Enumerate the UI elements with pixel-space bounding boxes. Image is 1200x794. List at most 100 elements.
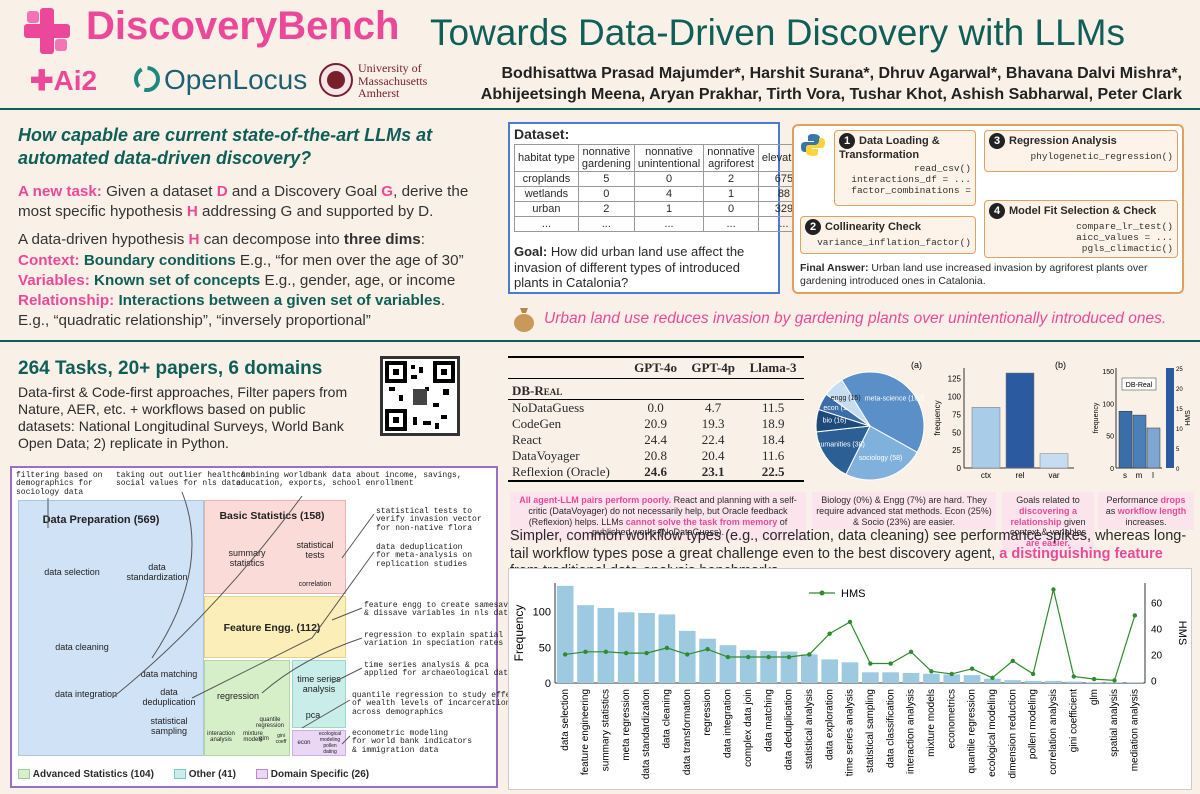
col-header: nonnative gardening — [577, 144, 635, 172]
table-row: CodeGen 20.9 19.3 18.9 — [512, 416, 785, 431]
y2-tick-label: 0 — [1151, 676, 1157, 687]
econ-cell: econ — [297, 740, 311, 746]
table-row: React 24.4 22.4 18.4 — [512, 432, 785, 447]
pie-slice — [825, 379, 871, 427]
legend-box — [1121, 377, 1157, 391]
data-matching-cell: data matching — [140, 669, 198, 679]
data-standardization-cell: data standardization — [126, 562, 188, 582]
table-row: wetlands 0 4 1 88 — [514, 186, 827, 202]
interaction-analysis-cell: interaction analysis — [207, 731, 235, 743]
hms-point — [1132, 613, 1138, 618]
x-tick-label: ecological modeling — [987, 689, 998, 777]
bar — [923, 673, 940, 683]
annotation-3: combining worldbank data about income, s… — [236, 471, 462, 489]
results-table: GPT-4o GPT-4p Llama-3 DB-Real NoDataGuess 0… — [508, 356, 804, 486]
brand-name: DiscoveryBench — [86, 4, 400, 48]
x-tick-label: data integration — [723, 689, 734, 758]
bar — [943, 674, 961, 683]
chart-label: (a) — [911, 360, 922, 370]
gini-cell: gini coeff — [275, 733, 287, 745]
bar — [1118, 410, 1133, 469]
bar — [719, 645, 737, 683]
bar — [699, 638, 716, 683]
hms-point — [766, 654, 771, 660]
ai2-logo: ✚Ai2 — [30, 65, 98, 96]
y2-axis-label: HMS — [1176, 621, 1188, 645]
discoverybench-logo-icon — [24, 8, 70, 54]
pie-label: sociology (58) — [859, 455, 903, 462]
bar — [1004, 680, 1022, 683]
colorbar-tick: 20 — [1176, 387, 1183, 393]
note-relationship: Goals related to discovering a relations… — [1002, 492, 1094, 552]
basic-statistics-label: Basic Statistics (158) — [219, 510, 325, 522]
x-tick-label: gini coefficient — [1068, 689, 1079, 752]
annotation-6: feature engg to create samesave & dissav… — [364, 601, 513, 619]
y2-tick-label: 20 — [1151, 650, 1163, 661]
colorbar-tick: 5 — [1176, 447, 1180, 453]
hms-point — [969, 666, 975, 671]
dataset-goal: Goal: How did urban land use affect the … — [514, 244, 745, 291]
hms-point — [949, 671, 954, 677]
time-series-cell: time series analysis — [297, 674, 341, 694]
hms-point — [1010, 658, 1015, 664]
y2-tick-label: 60 — [1151, 598, 1163, 609]
domain-pie-chart: meta-science (100) sociology (58) humaniti… — [815, 360, 925, 481]
section-divider — [0, 340, 1200, 342]
hms-point — [1091, 676, 1097, 682]
data-integration-cell: data integration — [54, 689, 118, 699]
note-length: Performance drops as workflow length inc… — [1098, 492, 1194, 531]
chart-label: (b) — [1055, 360, 1066, 370]
y-tick-label: 125 — [948, 375, 962, 384]
y-tick-label: 0 — [545, 678, 551, 690]
colorbar-tick: 0 — [1176, 467, 1180, 473]
colorbar-tick: 25 — [1176, 367, 1183, 373]
money-bag-icon — [514, 308, 534, 332]
hms-point — [929, 669, 934, 674]
x-tick-label: interaction analysis — [906, 689, 917, 774]
col-header: habitat type — [514, 144, 579, 172]
hms-point — [1030, 671, 1036, 677]
pie-label: bio (16) — [823, 417, 847, 424]
x-tick-label: data standardization — [641, 689, 652, 779]
workflow-step-2: 2 Collinearity Check variance_inflation_f… — [800, 216, 976, 254]
intro-body: A new task: Given a dataset D and a Disc… — [18, 183, 469, 330]
data-selection-cell: data selection — [44, 567, 100, 577]
annotation-5: data deduplication for meta-analysis on … — [376, 543, 473, 569]
x-tick-label: time series analysis — [845, 689, 856, 776]
bar — [617, 612, 635, 683]
hms-point — [908, 649, 914, 655]
bar — [1024, 680, 1042, 683]
tasks-heading: 264 Tasks, 20+ papers, 6 domains — [18, 358, 323, 379]
x-tick-label: m — [1136, 471, 1143, 480]
authors: Bodhisattwa Prasad Majumder*, Harshit Su… — [480, 65, 1182, 103]
hms-point — [1112, 678, 1117, 683]
pie-label: engg (15) — [831, 395, 861, 402]
bar — [1132, 414, 1147, 469]
qr-code-icon[interactable] — [380, 356, 460, 436]
hms-point — [786, 654, 792, 660]
bar — [841, 662, 859, 683]
x-tick-label: regression — [702, 689, 713, 736]
x-tick-label: data transformation — [682, 689, 693, 775]
x-tick-label: meta regression — [621, 689, 632, 761]
y-axis-label: frequency — [1093, 402, 1100, 433]
legend-marker — [819, 590, 825, 596]
y2-tick-label: 40 — [1151, 624, 1163, 635]
x-tick-label: data classification — [885, 689, 896, 768]
y-tick-label: 100 — [533, 607, 551, 619]
final-answer: Final Answer: Urban land use increased i… — [800, 262, 1148, 287]
hypothesis-answer: Urban land use reduces invasion by garde… — [544, 310, 1167, 327]
y-tick-label: 150 — [1102, 369, 1114, 376]
umass-logo: University of Massachusetts Amherst — [358, 61, 428, 101]
x-tick-label: data cleaning — [662, 689, 673, 749]
data-cleaning-cell: data cleaning — [55, 642, 109, 652]
y-tick-label: 50 — [539, 642, 551, 654]
pie-slice — [841, 371, 925, 453]
annotation-8: time series analysis & pca applied for a… — [364, 661, 513, 679]
bar — [760, 650, 777, 683]
statistical-tests-cell: statistical tests — [296, 540, 334, 560]
table-row: ............... — [514, 216, 827, 232]
data-deduplication-cell: data deduplication — [142, 687, 196, 707]
hms-point — [1051, 587, 1056, 592]
y-axis-label: frequency — [933, 400, 942, 435]
